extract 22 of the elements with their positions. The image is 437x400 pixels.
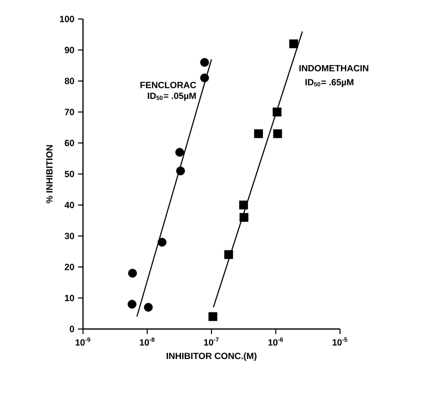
x-tick-label: 10$^{-6}$ (268, 338, 283, 346)
x-tick-label: 10$^{-8}$ (140, 338, 154, 346)
series-label: FENCLORAC (140, 82, 196, 88)
annotation: ID$_{50}$= .65µM (305, 78, 354, 88)
annotation: ID$_{50}$= .05µM (148, 92, 196, 101)
y-tick-label: 80 (64, 78, 74, 84)
y-axis-title: % INHIBITION (46, 145, 53, 204)
x-tick-label: 10$^{-5}$ (332, 338, 348, 346)
x-tick-label: 10$^{-9}$ (76, 338, 90, 346)
y-tick-label: 30 (64, 232, 74, 240)
y-tick-label: 40 (64, 202, 74, 208)
y-tick-label: 90 (64, 46, 74, 54)
y-tick-label: 50 (64, 170, 74, 178)
y-tick-label: 100 (60, 16, 74, 22)
y-tick-label: 60 (64, 140, 74, 146)
y-tick-label: 0 (70, 326, 74, 332)
series-label: INDOMETHACIN (299, 64, 368, 72)
y-tick-label: 20 (64, 264, 74, 270)
x-tick-label: 10$^{-7}$ (204, 338, 219, 346)
y-tick-label: 10 (65, 294, 74, 302)
y-tick-label: 70 (64, 108, 74, 116)
x-axis-title: INHIBITOR CONC.(M) (166, 352, 256, 361)
